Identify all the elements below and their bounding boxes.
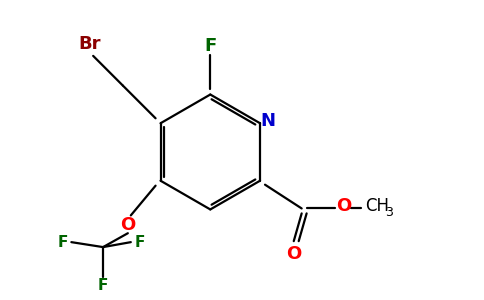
Text: F: F	[135, 235, 145, 250]
Text: O: O	[286, 245, 302, 263]
Text: O: O	[336, 197, 351, 215]
Text: F: F	[204, 37, 216, 55]
Text: F: F	[98, 278, 108, 293]
Text: CH: CH	[365, 197, 389, 215]
Text: Br: Br	[78, 35, 101, 53]
Text: O: O	[120, 216, 136, 234]
Text: F: F	[57, 235, 68, 250]
Text: N: N	[260, 112, 275, 130]
Text: 3: 3	[385, 206, 393, 219]
